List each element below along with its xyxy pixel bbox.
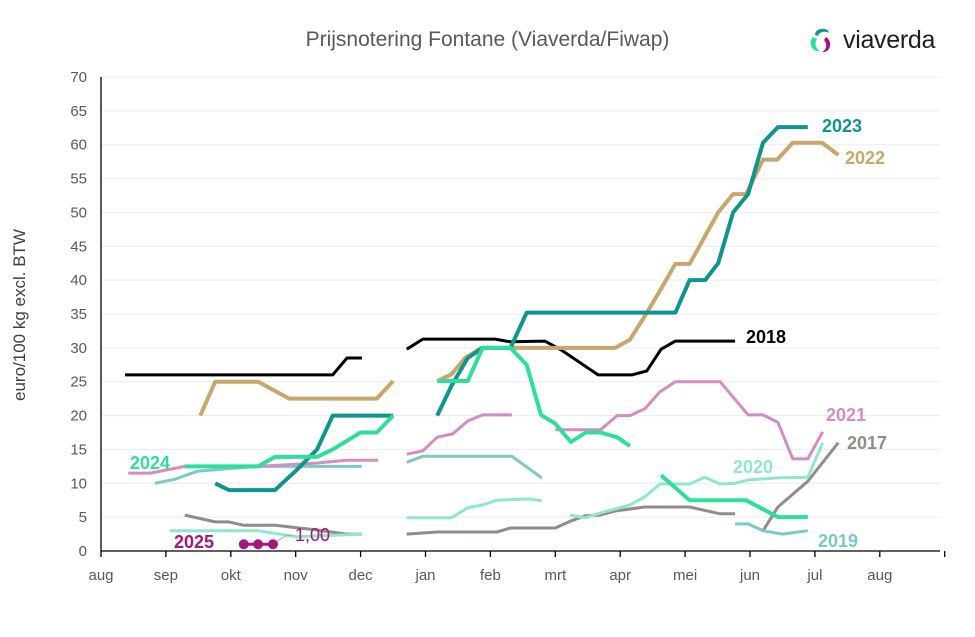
series-label-2017: 2017 [847, 433, 887, 453]
annotation-leader [276, 534, 293, 542]
viaverda-logo: viaverda [805, 22, 935, 58]
series-line-2022 [198, 379, 395, 417]
series-label-2025: 2025 [174, 532, 214, 552]
y-tick-label: 15 [70, 441, 87, 458]
series-label-2018: 2018 [746, 327, 786, 347]
series-line-2019 [154, 464, 362, 485]
chart-title: Prijsnotering Fontane (Viaverda/Fiwap) [305, 28, 670, 51]
y-tick-label: 45 [70, 238, 87, 255]
x-tick-labels: aug sep okt nov dec jan feb mrt apr mei jun jul aug [88, 567, 892, 584]
y-tick-label: 25 [70, 374, 87, 391]
series-label-2020: 2020 [733, 457, 773, 477]
data-point-2025 [238, 539, 249, 550]
series-line-2024 [184, 414, 395, 469]
series-labels: 2017 2018 2019 2020 2021 2022 2023 2024 2025 1,00 [130, 116, 887, 552]
x-tick-label: feb [480, 567, 501, 584]
series-line-2023 [214, 413, 394, 493]
y-tick-label: 65 [70, 103, 87, 120]
y-tick-label: 40 [70, 272, 87, 289]
x-tick-label: jul [806, 567, 822, 584]
series-line-2017 [761, 441, 840, 532]
series-lines [125, 125, 840, 550]
series-line-2017 [184, 513, 362, 536]
series-label-2021: 2021 [826, 405, 866, 425]
y-tick-label: 30 [70, 340, 87, 357]
series-line-2020 [406, 497, 542, 520]
annotation-value: 1,00 [295, 525, 330, 545]
y-tick-labels: 0 5 10 15 20 25 30 35 40 45 50 55 60 65 70 [70, 69, 87, 560]
series-line-2020 [569, 442, 825, 520]
series-line-2019 [735, 522, 808, 536]
series-label-2019: 2019 [818, 531, 858, 551]
series-line-2017 [406, 505, 736, 536]
y-tick-label: 35 [70, 306, 87, 323]
viaverda-logo-icon [810, 28, 831, 53]
series-line-2018 [125, 356, 362, 377]
x-tick-label: mrt [544, 567, 566, 584]
y-tick-label: 70 [70, 69, 87, 86]
series-line-2019 [406, 454, 543, 480]
x-tick-label: sep [154, 567, 178, 584]
series-label-2022: 2022 [845, 148, 885, 168]
series-line-2021 [406, 413, 512, 456]
x-tick-label: jun [739, 567, 760, 584]
x-tick-label: aug [88, 567, 113, 584]
x-tick-label: dec [349, 567, 374, 584]
data-point-2025 [267, 539, 278, 550]
y-tick-label: 20 [70, 408, 87, 425]
y-tick-label: 10 [70, 475, 87, 492]
series-line-2021 [555, 380, 825, 461]
y-tick-label: 0 [79, 543, 87, 560]
series-label-2023: 2023 [822, 116, 862, 136]
y-tick-label: 60 [70, 137, 87, 154]
y-tick-label: 5 [79, 509, 87, 526]
x-tick-label: okt [221, 567, 242, 584]
series-label-2024: 2024 [130, 453, 170, 473]
series-line-2024 [659, 473, 808, 520]
axes [100, 77, 946, 557]
x-tick-label: jan [414, 567, 435, 584]
series-line-2020 [169, 529, 362, 539]
data-point-2025 [253, 539, 264, 550]
x-tick-label: nov [284, 567, 309, 584]
y-tick-label: 50 [70, 204, 87, 221]
y-tick-label: 55 [70, 171, 87, 188]
logo-text: viaverda [843, 25, 936, 54]
x-tick-label: apr [609, 567, 631, 584]
series-line-2018 [405, 337, 736, 377]
series-line-2024 [437, 345, 632, 448]
series-line-2023 [435, 125, 808, 417]
x-tick-label: aug [867, 567, 892, 584]
x-tick-label: mei [673, 567, 697, 584]
